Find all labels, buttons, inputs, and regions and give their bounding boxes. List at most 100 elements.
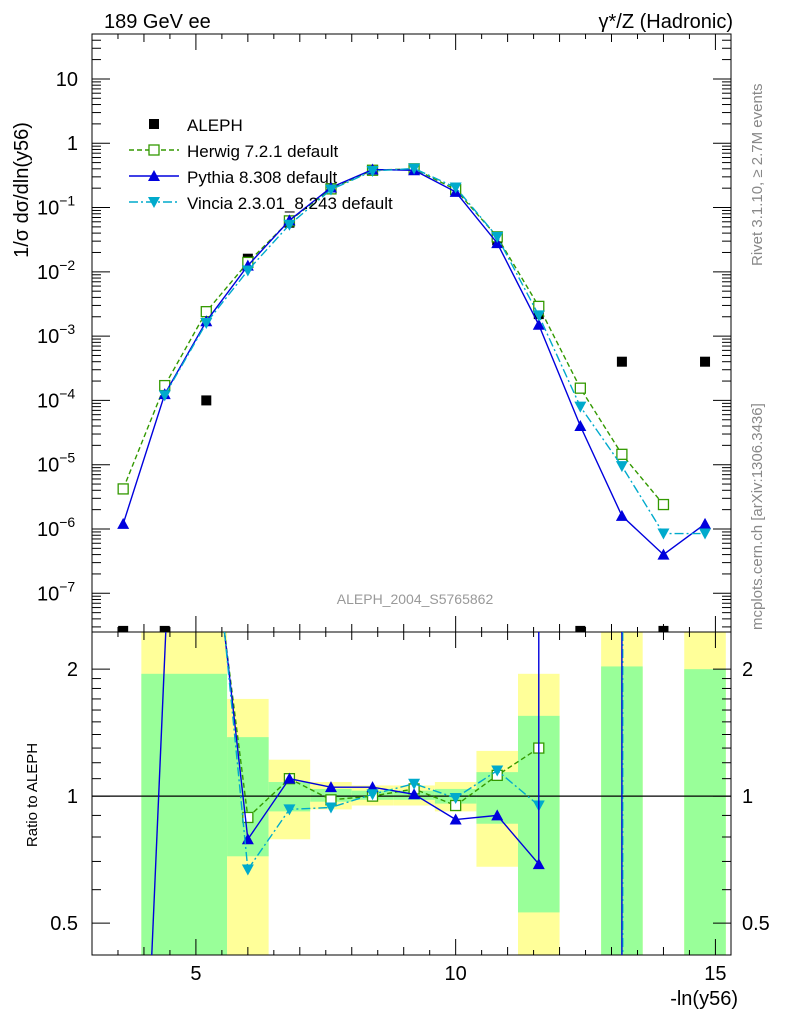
data-point — [657, 498, 670, 511]
ratio-y-tick-label-right: 1 — [742, 786, 753, 808]
x-tick-label: 10 — [445, 963, 467, 985]
data-point — [574, 419, 587, 431]
data-point — [449, 182, 462, 194]
data-point — [574, 382, 586, 394]
data-point — [699, 528, 712, 540]
y-tick-label: 10−7 — [37, 578, 75, 605]
green-band — [684, 669, 726, 955]
data-point — [283, 219, 296, 231]
ratio-point — [242, 811, 254, 824]
ratio-y-tick-label: 0.5 — [50, 913, 78, 935]
process-label: γ*/Z (Hadronic) — [599, 11, 733, 33]
legend-label: ALEPH — [187, 116, 243, 135]
data-point — [615, 509, 628, 521]
x-tick-label: 5 — [190, 963, 201, 985]
offscale-line — [151, 632, 167, 955]
data-point — [532, 318, 545, 330]
y-tick-exponent: −3 — [59, 321, 75, 337]
data-point — [700, 356, 711, 367]
y-tick-base: 10 — [37, 390, 59, 412]
data-point — [324, 184, 337, 196]
ratio-point — [366, 789, 379, 801]
y-tick-base: 10 — [37, 519, 59, 541]
x-ticks: 5 10 15 — [91, 34, 727, 985]
y-tick-exponent: −5 — [59, 450, 75, 466]
y-tick-label: 10−4 — [37, 385, 75, 412]
legend-marker — [149, 119, 159, 129]
y-tick-label: 1 — [67, 133, 78, 155]
legend-marker — [148, 197, 160, 208]
data-point — [574, 401, 587, 413]
ratio-point — [408, 778, 421, 790]
data-point — [532, 310, 545, 322]
data-point — [201, 395, 212, 406]
series-herwig — [117, 163, 670, 511]
data-point — [159, 625, 170, 632]
ratio-offscale-line — [223, 632, 249, 818]
legend-marker — [148, 170, 160, 181]
energy-label: 189 GeV ee — [104, 11, 211, 33]
y-tick-base: 10 — [37, 583, 59, 605]
y-tick-base: 10 — [37, 455, 59, 477]
y-tick-exponent: −7 — [59, 578, 75, 594]
ratio-offscale — [151, 632, 624, 955]
ratio-plot: 5 10 15 0.5 0.5 1 1 2 2 — [50, 34, 770, 985]
data-point — [657, 548, 670, 560]
main-y-axis-title: 1/σ dσ/dln(y56) — [11, 122, 33, 258]
series-vincia — [158, 163, 712, 540]
legend-label: Vincia 2.3.01_8.243 default — [187, 194, 393, 213]
y-tick-label: 10−1 — [37, 193, 75, 220]
ratio-y-ticks: 0.5 0.5 1 1 2 2 — [50, 659, 770, 935]
data-point — [117, 483, 129, 495]
data-point — [408, 163, 421, 175]
data-point — [615, 461, 628, 473]
series-line — [122, 168, 665, 505]
x-axis-label: -ln(y56) — [670, 988, 738, 1010]
data-point — [200, 317, 213, 329]
ratio-y-axis-label: Ratio to ALEPH — [24, 743, 41, 847]
green-band — [141, 673, 228, 955]
y-tick-label: 10−2 — [37, 257, 75, 284]
y-tick-exponent: −1 — [59, 193, 75, 209]
ratio-point — [491, 809, 504, 821]
y-tick-label: 10−5 — [37, 450, 75, 477]
data-point — [241, 265, 254, 277]
y-tick-exponent: −6 — [59, 514, 75, 530]
y-tick-label: 10−3 — [37, 321, 75, 348]
legend: ALEPH Herwig 7.2.1 default Pythia 8.308 de… — [129, 116, 393, 213]
ratio-line — [247, 747, 540, 818]
ratio-uncertainty-bands — [141, 632, 726, 955]
data-point — [118, 625, 129, 632]
ratio-point — [324, 802, 337, 814]
data-point — [575, 625, 586, 632]
ratio-y-tick-label: 2 — [67, 659, 78, 681]
ratio-frame — [91, 631, 732, 956]
series-line — [164, 167, 706, 535]
y-tick-label: 10 — [56, 69, 78, 91]
ratio-offscale-line — [223, 632, 249, 870]
ratio-point — [491, 765, 504, 777]
x-tick-label: 15 — [704, 963, 726, 985]
data-point — [366, 165, 379, 177]
y-tick-base: 10 — [37, 198, 59, 220]
ratio-series-vincia — [223, 632, 545, 876]
y-tick-base: 10 — [37, 262, 59, 284]
data-point — [657, 528, 670, 540]
ratio-point — [324, 781, 337, 793]
ratio-y-tick-label: 1 — [67, 786, 78, 808]
ratio-line — [247, 777, 540, 865]
y-tick-exponent: −4 — [59, 385, 75, 401]
mcplots-label: mcplots.cern.ch [arXiv:1306.3436] — [749, 403, 766, 630]
data-point — [491, 231, 504, 243]
series-aleph — [118, 164, 711, 632]
data-point — [616, 356, 627, 367]
data-point — [117, 517, 130, 529]
ratio-point — [449, 792, 462, 804]
data-point — [699, 517, 712, 529]
ratio-y-tick-label-right: 2 — [742, 659, 753, 681]
legend-marker — [148, 144, 160, 156]
ratio-point — [283, 772, 296, 784]
